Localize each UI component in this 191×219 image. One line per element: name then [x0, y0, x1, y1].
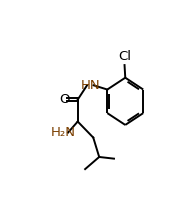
Text: Cl: Cl [118, 50, 131, 63]
Text: O: O [59, 93, 70, 106]
Text: H₂N: H₂N [51, 126, 76, 139]
Text: HN: HN [80, 79, 100, 92]
